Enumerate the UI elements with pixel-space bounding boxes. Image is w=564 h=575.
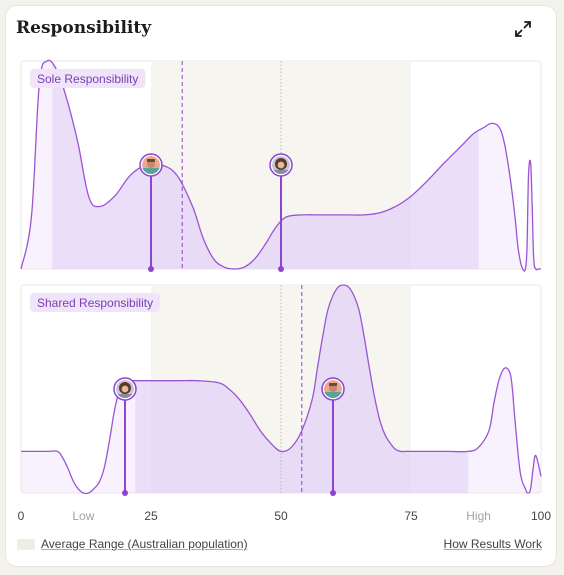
avatar-head [122, 386, 129, 393]
panel-label: Shared Responsibility [30, 293, 160, 312]
tick-label: Low [72, 509, 94, 523]
responsibility-charts: Sole Responsibility Shared Responsibility [0, 0, 564, 500]
tick-label: High [466, 509, 491, 523]
avatar-female-icon [270, 154, 292, 176]
marker-base-dot [278, 266, 284, 272]
tick-label: 50 [274, 509, 287, 523]
panel-sole: Sole Responsibility [21, 60, 541, 272]
panel-label-text: Shared Responsibility [37, 296, 153, 310]
average-range-legend: Average Range (Australian population) [41, 537, 248, 551]
tick-label: 25 [144, 509, 157, 523]
marker-base-dot [330, 490, 336, 496]
how-results-work-link[interactable]: How Results Work [444, 537, 542, 551]
avatar-female-icon [114, 378, 136, 400]
panel-label: Sole Responsibility [30, 69, 145, 88]
panel-shared: Shared Responsibility [21, 285, 541, 496]
tick-label: 0 [18, 509, 25, 523]
panel-label-text: Sole Responsibility [37, 72, 138, 86]
marker-base-dot [122, 490, 128, 496]
avatar-head [278, 162, 285, 169]
average-range-swatch [17, 539, 35, 550]
avatar-male-icon [140, 154, 162, 176]
tick-label: 100 [531, 509, 551, 523]
avatar-hair [147, 159, 155, 162]
avatar-hair [329, 383, 337, 386]
tick-label: 75 [404, 509, 417, 523]
marker-base-dot [148, 266, 154, 272]
avatar-male-icon [322, 378, 344, 400]
